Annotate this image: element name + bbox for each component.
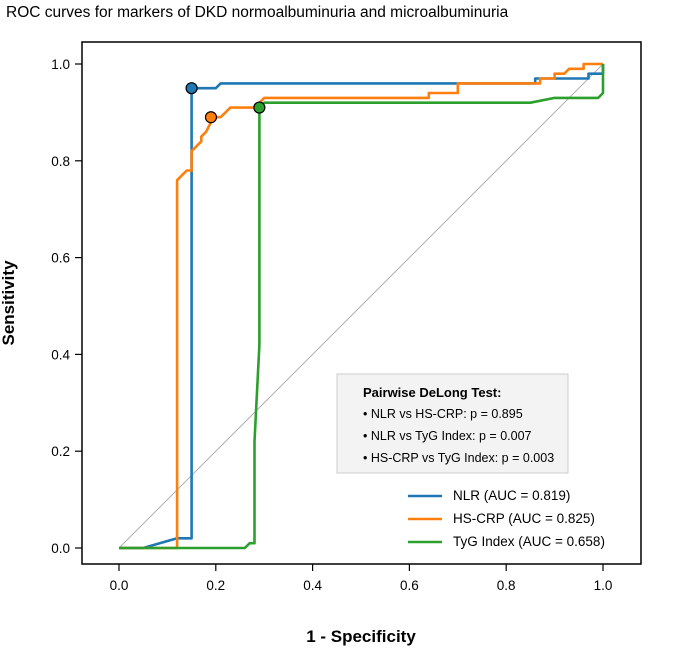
y-tick-label: 0.8 xyxy=(51,154,70,169)
legend-label: HS-CRP (AUC = 0.825) xyxy=(453,511,595,526)
optimal-point-series-1 xyxy=(204,111,218,124)
annotation-box xyxy=(336,373,569,474)
roc-line-series-0 xyxy=(119,64,605,550)
x-tick-label: 0.4 xyxy=(303,578,322,593)
y-tick-label: 0.6 xyxy=(51,251,70,266)
x-axis-label: 1 - Specificity xyxy=(306,627,416,646)
reference-diagonal xyxy=(118,63,604,549)
legend-label: NLR (AUC = 0.819) xyxy=(453,488,570,503)
x-tick-label: 0.0 xyxy=(110,578,129,593)
annotation-line: • NLR vs TyG Index: p = 0.007 xyxy=(363,429,532,443)
roc-line-series-1 xyxy=(119,62,603,550)
x-tick-label: 0.2 xyxy=(206,578,225,593)
optimal-point-series-2 xyxy=(253,101,266,114)
plot-frame xyxy=(81,41,642,565)
y-tick-label: 0.0 xyxy=(51,541,70,556)
x-tick-label: 0.8 xyxy=(497,578,516,593)
delong-annotation: Pairwise DeLong Test: • NLR vs HS-CRP: p… xyxy=(336,373,569,474)
x-tick-label: 1.0 xyxy=(594,578,613,593)
y-tick-label: 0.2 xyxy=(51,444,70,459)
y-axis-label: Sensitivity xyxy=(0,260,18,346)
y-tick-label: 0.4 xyxy=(51,347,70,362)
annotation-line: • HS-CRP vs TyG Index: p = 0.003 xyxy=(363,451,554,465)
optimal-point-series-0 xyxy=(185,82,198,95)
annotation-title: Pairwise DeLong Test: xyxy=(363,385,501,400)
y-tick-label: 1.0 xyxy=(51,57,70,72)
legend: NLR (AUC = 0.819) HS-CRP (AUC = 0.825) TyG… xyxy=(408,488,605,549)
x-axis: 0.0 0.2 0.4 0.6 0.8 1.0 xyxy=(110,564,613,593)
annotation-line: • NLR vs HS-CRP: p = 0.895 xyxy=(363,407,523,421)
optimal-cutoff-points xyxy=(185,82,266,124)
x-tick-label: 0.6 xyxy=(400,578,419,593)
legend-label: TyG Index (AUC = 0.658) xyxy=(453,534,605,549)
chart-title: ROC curves for markers of DKD normoalbum… xyxy=(6,4,509,21)
y-axis: 0.0 0.2 0.4 0.6 0.8 1.0 xyxy=(51,57,82,556)
